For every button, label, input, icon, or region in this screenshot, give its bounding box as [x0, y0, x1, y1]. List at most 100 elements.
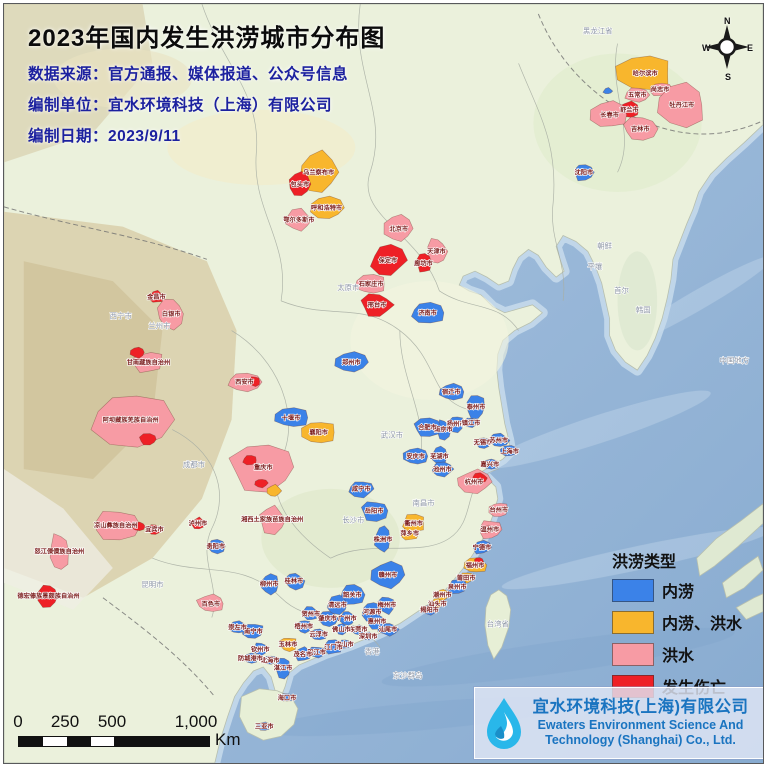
legend-swatch-nlhs — [612, 610, 654, 634]
map-region-扬州市 — [447, 416, 464, 434]
map-region-上海市 — [500, 445, 519, 457]
map-region — [131, 521, 146, 532]
city-label: 赣州市 — [379, 571, 398, 579]
city-label: 郑州市 — [342, 358, 361, 366]
map-region-包头市 — [288, 170, 312, 196]
company-name-cn: 宜水环境科技(上海)有限公司 — [532, 698, 749, 717]
map-region-防城港市 — [242, 652, 257, 664]
city-label: 南京市 — [434, 426, 453, 434]
map-region-怒江傈僳族自治州 — [49, 533, 69, 570]
map-title: 2023年国内发生洪涝城市分布图 — [28, 25, 386, 52]
city-label: 云浮市 — [309, 631, 328, 639]
map-region-北海市 — [262, 655, 278, 665]
map-region-泉州市 — [446, 579, 467, 594]
company-name-text: 宜水环境科技(上海)有限公司 Ewaters Environment Scien… — [525, 697, 756, 749]
map-region-岳阳市 — [360, 501, 389, 522]
map-region-邢台市 — [360, 293, 395, 317]
map-region — [139, 433, 157, 446]
basemap-label: 朝鲜 — [597, 240, 612, 250]
map-region — [254, 479, 269, 489]
map-region-呼和浩特市 — [310, 195, 345, 219]
city-label: 德宏傣族景颇族自治州 — [17, 592, 79, 600]
scale-tick: 1,000 — [174, 712, 218, 731]
city-label: 岳阳市 — [365, 507, 384, 515]
basemap-label: 南昌市 — [412, 498, 435, 508]
basemap-label: 太原市 — [337, 282, 360, 292]
city-label: 金昌市 — [146, 293, 166, 301]
basemap-label: 台湾省 — [487, 618, 509, 628]
city-label: 嘉兴市 — [480, 460, 500, 468]
scale-bar: 0 250 500 1,000 Km — [13, 712, 248, 756]
city-label: 泸州市 — [189, 520, 208, 528]
city-label: 长春市 — [600, 111, 619, 119]
map-region-清远市 — [326, 594, 348, 616]
city-label: 北京市 — [390, 225, 409, 233]
basemap-label: 长沙市 — [342, 515, 365, 525]
company-name-en-2: Technology (Shanghai) Co., Ltd. — [545, 733, 736, 748]
scale-bar-segments — [18, 736, 210, 747]
map-region-池州市 — [431, 461, 455, 478]
city-label: 包头市 — [290, 180, 310, 188]
legend-swatch-hs — [612, 642, 654, 666]
city-label: 哈尔滨市 — [633, 69, 659, 77]
city-label: 汕头市 — [428, 600, 447, 608]
city-label: 梧州市 — [295, 623, 314, 631]
map-region-宿迁市 — [438, 382, 465, 401]
city-label: 镇江市 — [462, 419, 481, 427]
map-region-玉林市 — [278, 638, 297, 652]
map-region-贵阳市 — [208, 539, 226, 555]
basemap-label: 黑龙江省 — [583, 26, 613, 36]
scale-tick: 500 — [97, 712, 127, 731]
map-region-安庆市 — [402, 447, 429, 465]
map-region-株洲市 — [373, 525, 391, 553]
map-region-长春市 — [589, 100, 627, 127]
map-region-凉山彝族自治州 — [96, 510, 141, 541]
city-label: 三亚市 — [255, 723, 274, 731]
map-region-惠州市 — [367, 613, 385, 630]
city-label: 阿坝藏族羌族自治州 — [103, 416, 159, 424]
city-label: 芜湖市 — [430, 452, 449, 460]
city-label: 贺州市 — [300, 610, 320, 618]
city-label: 中山市 — [335, 640, 354, 648]
map-region-济南市 — [411, 301, 445, 324]
map-region-镇江市 — [463, 417, 479, 428]
legend-item-nl: 内涝 — [612, 578, 742, 602]
basemap-label: 兰州市 — [148, 321, 171, 331]
city-label: 阳江市 — [307, 648, 326, 656]
basemap-label: 西宁市 — [110, 311, 133, 321]
city-label: 济南市 — [418, 309, 437, 317]
flood-regions-layer — [37, 55, 703, 731]
map-region-肇庆市 — [318, 611, 339, 628]
city-label: 池州市 — [433, 465, 452, 473]
map-region-甘南藏族自治州 — [132, 352, 163, 373]
date-line: 编制日期：2023/9/11 — [28, 128, 181, 145]
map-region — [602, 87, 614, 95]
compass-east-label: E — [747, 43, 754, 53]
compass-rose: N S W E — [702, 16, 754, 82]
city-label: 合肥市 — [418, 424, 437, 432]
city-label: 江门市 — [324, 643, 343, 651]
map-region-石家庄市 — [354, 274, 385, 294]
basemap-label: 首尔 — [614, 285, 629, 295]
city-label: 上海市 — [500, 447, 519, 455]
city-label: 五常市 — [628, 91, 647, 99]
map-frame: 黑龙江省 西宁市 兰州市 太原市 成都市 武汉市 长沙市 南昌市 昆明市 台湾省 朝鲜 平壤 韩国 首尔香… — [3, 3, 764, 764]
agency-line: 编制单位：宜水环境科技（上海）有限公司 — [28, 97, 333, 114]
scale-segment — [43, 737, 67, 746]
city-label: 广州市 — [338, 615, 357, 623]
map-region-衢州市 — [402, 513, 424, 532]
map-region-梧州市 — [295, 620, 312, 634]
city-label: 玉林市 — [279, 640, 298, 648]
scale-tick: 0 — [13, 712, 23, 731]
map-region-广州市 — [339, 611, 356, 626]
city-label: 温州市 — [481, 526, 500, 534]
map-region-嘉兴市 — [481, 458, 500, 470]
basemap-label: 东沙群岛 — [393, 670, 423, 680]
city-label: 肇庆市 — [317, 615, 337, 623]
city-label: 无锡市 — [473, 439, 493, 447]
compass-north-label: N — [724, 16, 731, 26]
legend-title: 洪涝类型 — [612, 554, 677, 571]
city-label: 宜宾市 — [145, 526, 164, 534]
